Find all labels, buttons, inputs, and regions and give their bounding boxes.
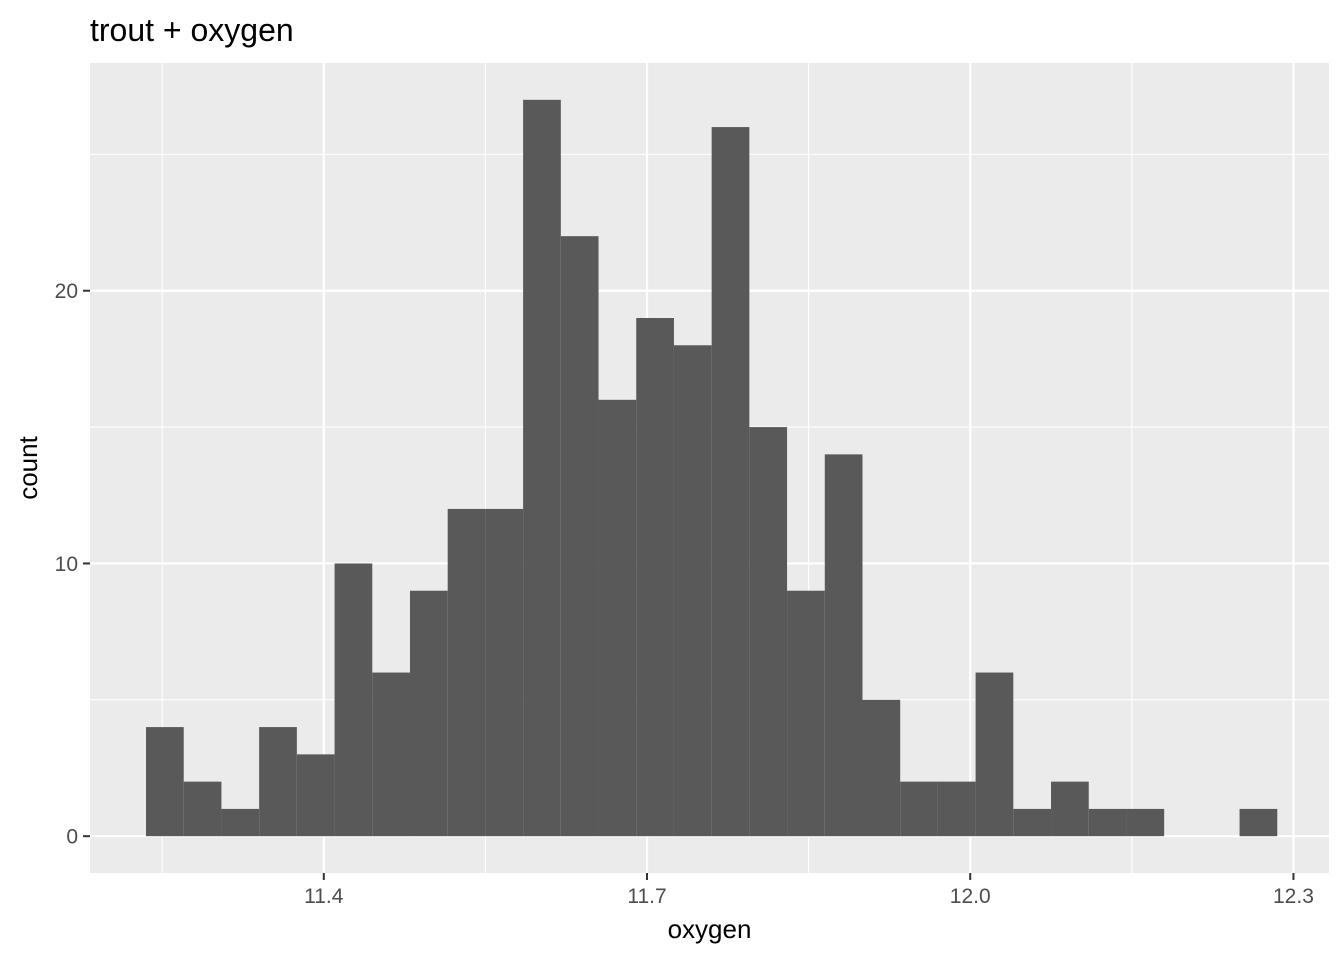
y-axis-title: count xyxy=(13,435,43,499)
histogram-bar xyxy=(787,590,825,837)
histogram-bar xyxy=(598,399,637,837)
y-axis: 0 10 20 xyxy=(55,280,90,849)
histogram-bar xyxy=(334,563,373,837)
x-tick-label: 11.7 xyxy=(627,885,666,908)
x-axis-title: oxygen xyxy=(668,914,752,944)
histogram-bar xyxy=(1013,808,1052,837)
histogram-bar xyxy=(183,781,222,837)
y-tick-label: 20 xyxy=(55,280,78,303)
histogram-bar xyxy=(711,127,750,837)
histogram-bar xyxy=(900,781,938,837)
histogram-bar xyxy=(259,727,297,837)
histogram-bar xyxy=(937,781,976,837)
x-tick-label: 12.3 xyxy=(1273,885,1314,908)
x-tick-label: 11.4 xyxy=(304,885,344,908)
histogram-bar xyxy=(146,727,184,837)
histogram-bar xyxy=(1126,808,1165,837)
histogram-bar xyxy=(1239,808,1278,837)
histogram-bar xyxy=(372,672,410,837)
histogram-bar xyxy=(636,318,674,837)
histogram-bar xyxy=(296,754,335,837)
histogram-bars xyxy=(146,99,1278,837)
histogram-bar xyxy=(447,508,486,837)
y-tick-label: 0 xyxy=(66,826,78,849)
y-tick-label: 10 xyxy=(55,553,78,576)
histogram-bar xyxy=(673,345,712,837)
histogram-bar xyxy=(221,808,260,837)
histogram-bar xyxy=(862,699,901,837)
x-tick-label: 12.0 xyxy=(950,885,991,908)
histogram-bar xyxy=(485,508,524,837)
histogram-bar xyxy=(1051,781,1089,837)
histogram-bar xyxy=(409,590,448,837)
histogram-bar xyxy=(523,99,561,837)
histogram-bar xyxy=(560,236,599,837)
histogram-bar xyxy=(824,454,863,837)
x-axis: 11.4 11.7 12.0 12.3 xyxy=(304,873,1314,908)
histogram-bar xyxy=(749,427,788,837)
histogram-bar xyxy=(975,672,1014,837)
histogram-bar xyxy=(1088,808,1127,837)
chart-title: trout + oxygen xyxy=(90,12,294,48)
